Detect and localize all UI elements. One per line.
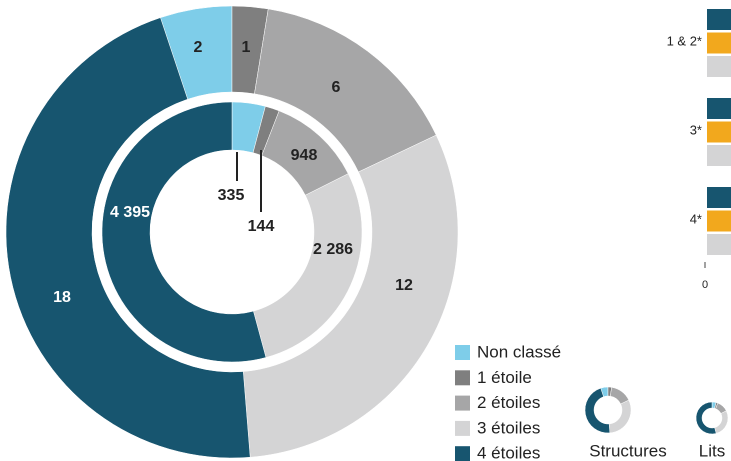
icon-segment [695, 401, 717, 435]
legend-swatch [455, 345, 470, 360]
outer-segment [5, 17, 251, 459]
outer-label: 12 [395, 277, 413, 294]
legend-label: Non classé [477, 342, 561, 361]
outer-label: 6 [332, 79, 341, 96]
bar [707, 121, 731, 143]
bar [707, 210, 731, 232]
icon-segment [714, 410, 729, 434]
inner-label: 2 286 [313, 241, 353, 258]
bar [707, 32, 731, 54]
inner-segment [101, 101, 267, 363]
inner-label: 335 [218, 187, 245, 204]
legend-swatch [455, 446, 470, 461]
outer-label: 2 [194, 39, 203, 56]
outer-segment [242, 134, 459, 458]
legend-swatch [455, 370, 470, 386]
legend-label: 1 étoile [477, 368, 532, 387]
icon-segment [584, 387, 611, 434]
bar [707, 234, 731, 255]
inner-segment [253, 173, 363, 358]
legend-swatch [455, 420, 470, 436]
bar [707, 145, 731, 166]
bar [707, 187, 731, 208]
bar [707, 56, 731, 77]
icon-label: Structures [589, 441, 666, 460]
legend-label: 2 étoiles [477, 393, 540, 412]
outer-label: 1 [242, 39, 251, 56]
bar [707, 98, 731, 119]
bar [707, 9, 731, 30]
legend-label: 4 étoiles [477, 444, 540, 461]
icon-label: Lits [699, 441, 725, 460]
category-label: 3* [690, 122, 702, 137]
legend-label: 3 étoiles [477, 418, 540, 437]
x-tick-label: 0 [702, 279, 708, 291]
category-label: 1 & 2* [667, 33, 702, 48]
inner-label: 4 395 [110, 204, 150, 221]
inner-label: 144 [248, 218, 275, 235]
legend-swatch [455, 395, 470, 411]
icon-segment [608, 399, 632, 434]
category-label: 4* [690, 211, 702, 226]
outer-label: 18 [53, 289, 71, 306]
inner-label: 948 [291, 147, 318, 164]
